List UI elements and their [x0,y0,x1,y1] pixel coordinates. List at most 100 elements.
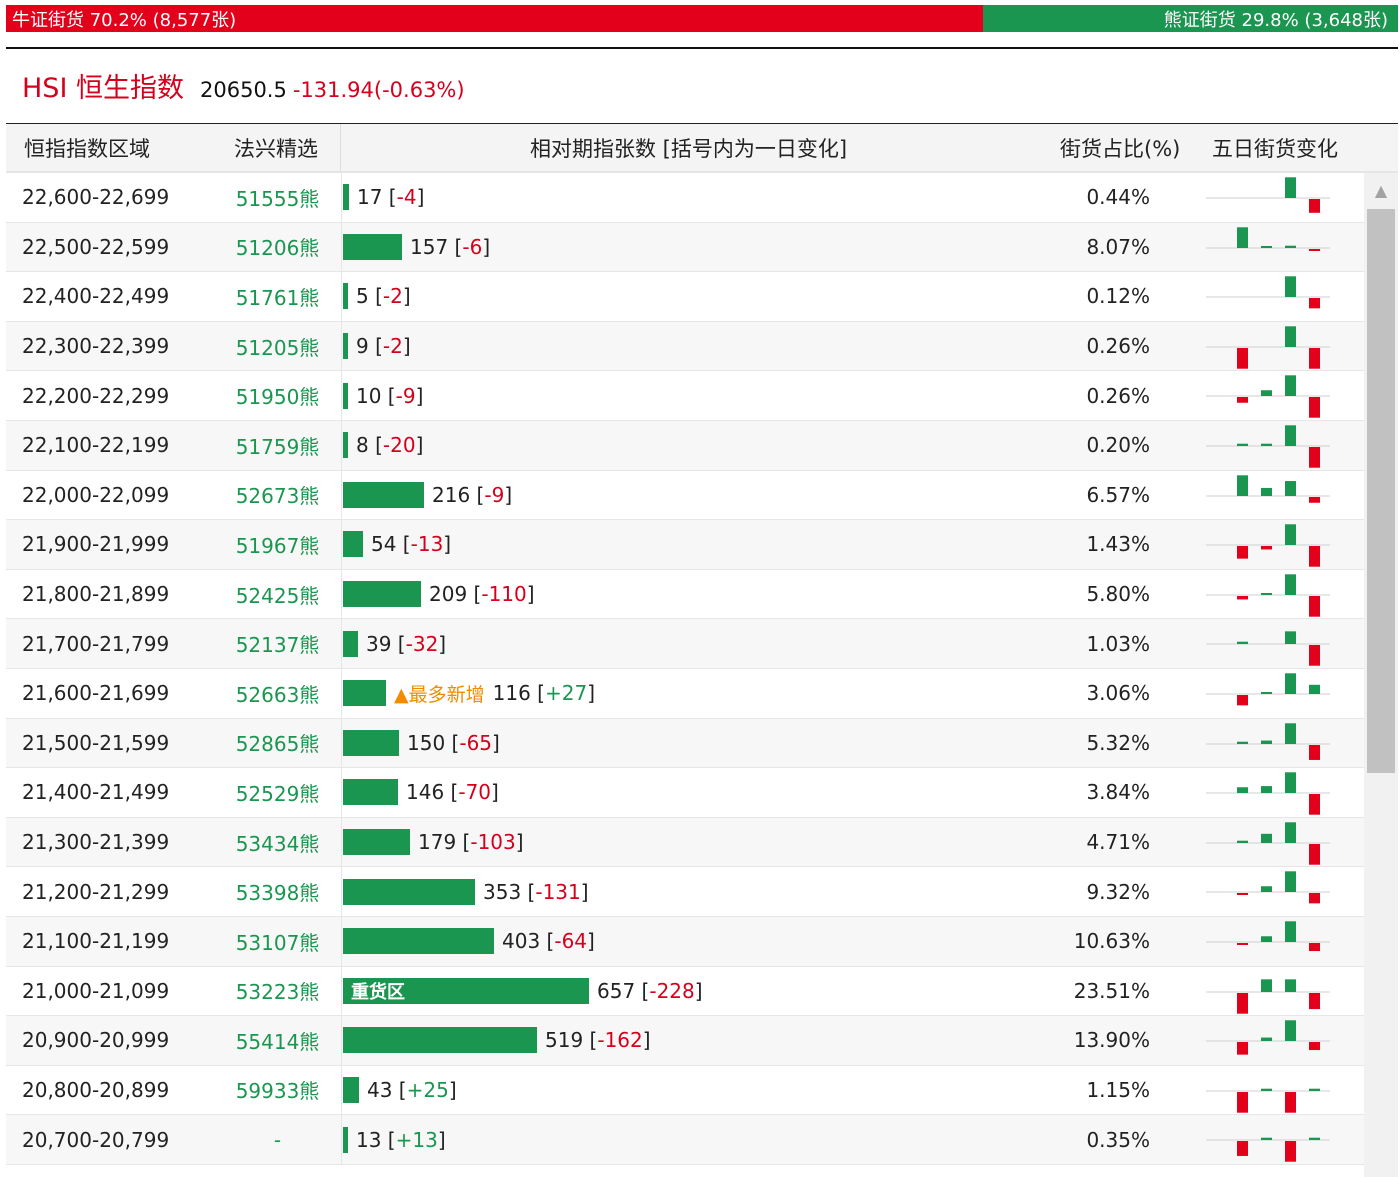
five-day-bar [1261,833,1272,843]
pick-link[interactable]: 55414熊 [214,1016,342,1065]
table-row[interactable]: 21,100-21,199 53107熊 403 [-64] 10.63% [6,916,1364,967]
table-row[interactable]: 20,900-20,999 55414熊 519 [-162] 13.90% [6,1016,1364,1066]
count-text: 8 [-20] [356,433,423,457]
pick-link[interactable]: 51555熊 [214,173,342,222]
five-day-bar [1285,177,1296,198]
table-row[interactable]: 21,700-21,799 52137熊 39 [-32] 1.03% [6,619,1364,669]
count-value: 13 [356,1127,382,1152]
pick-link[interactable]: 52865熊 [214,718,342,768]
count-value: 209 [429,582,468,607]
daily-change: -32 [405,631,439,656]
table-row[interactable]: 21,800-21,899 52425熊 209 [-110] 5.80% [6,569,1364,620]
bracket-close: ] [694,978,703,1003]
bracket-open: [ [583,1028,598,1053]
table-row[interactable]: 21,000-21,099 53223熊 重货区 657 [-228] 23.51% [6,966,1364,1017]
count-bar [343,233,402,260]
table-row[interactable]: 22,600-22,699 51555熊 17 [-4] 0.44% [6,173,1364,223]
bracket-close: ] [415,383,424,408]
bracket-open: [ [540,929,555,954]
vertical-scrollbar[interactable]: ▲ [1364,173,1398,1177]
table-row[interactable]: 21,300-21,399 53434熊 179 [-103] 4.71% [6,817,1364,868]
bracket-close: ] [438,631,447,656]
table-row[interactable]: 22,000-22,099 52673熊 216 [-9] 6.57% [6,470,1364,521]
five-day-bar [1261,740,1272,744]
column-header-five-day[interactable]: 五日街货变化 [1212,136,1338,161]
five-day-bar [1237,1141,1248,1157]
five-day-bar [1285,480,1296,496]
bracket-close: ] [642,1028,651,1053]
five-day-bar [1285,772,1296,794]
five-day-bar [1237,443,1248,446]
pick-link[interactable]: 51967熊 [214,520,342,569]
pick-link[interactable]: 53434熊 [214,817,342,867]
count-value: 353 [483,879,522,904]
table-row[interactable]: 21,600-21,699 52663熊 ▲最多新增 116 [+27] 3.06% [6,668,1364,719]
five-day-bar [1285,978,1296,992]
bracket-open: [ [445,730,460,755]
pick-link[interactable]: 51761熊 [214,272,342,321]
table-row[interactable]: 22,100-22,199 51759熊 8 [-20] 0.20% [6,420,1364,471]
pick-link[interactable]: 51206熊 [214,222,342,272]
five-day-bar [1237,694,1248,706]
table-row[interactable]: 22,400-22,499 51761熊 5 [-2] 0.12% [6,272,1364,322]
five-day-change-chart [1200,1115,1330,1164]
scrollbar-thumb[interactable] [1367,209,1395,773]
table-row[interactable]: 22,200-22,299 51950熊 10 [-9] 0.26% [6,371,1364,421]
pick-link[interactable]: 52137熊 [214,619,342,668]
table-row[interactable]: 21,200-21,299 53398熊 353 [-131] 9.32% [6,867,1364,917]
table-row[interactable]: 21,500-21,599 52865熊 150 [-65] 5.32% [6,718,1364,769]
pick-link[interactable]: 53398熊 [214,867,342,916]
count-text: 39 [-32] [366,632,446,656]
bracket-close: ] [587,929,595,954]
share-cell: 1.03% [1086,631,1150,656]
count-bar [343,432,348,459]
bracket-close: ] [437,1127,446,1152]
count-value: 179 [418,830,457,855]
range-cell: 21,100-21,199 [22,929,170,954]
column-header-relative[interactable]: 相对期指张数 [括号内为一日变化] [530,136,848,161]
pick-link[interactable]: 59933熊 [214,1065,342,1115]
bull-outstanding-segment: 牛证街货 70.2% (8,577张) [6,5,984,32]
range-cell: 22,600-22,699 [22,185,170,210]
five-day-bar [1237,546,1248,559]
five-day-bar [1309,1137,1320,1141]
pick-link[interactable]: 53223熊 [214,966,342,1016]
pick-link[interactable]: 52673熊 [214,470,342,520]
pick-link[interactable]: 53107熊 [214,916,342,966]
range-cell: 21,400-21,499 [22,780,170,805]
share-cell: 0.26% [1086,383,1150,408]
column-header-share[interactable]: 街货占比(%) [1060,136,1181,161]
column-header-range[interactable]: 恒指指数区域 [24,136,150,161]
five-day-bar [1237,992,1248,1014]
daily-change: -64 [554,929,588,954]
index-change: -131.94(-0.63%) [292,78,465,102]
pick-link[interactable]: 52663熊 [214,668,342,718]
count-bar [343,680,386,707]
table-row[interactable]: 21,900-21,999 51967熊 54 [-13] 1.43% [6,520,1364,570]
five-day-bar [1309,645,1320,667]
column-divider [340,124,341,171]
range-cell: 22,400-22,499 [22,284,170,309]
five-day-bar [1285,822,1296,843]
pick-link[interactable]: 52529熊 [214,768,342,817]
table-row[interactable]: 21,400-21,499 52529熊 146 [-70] 3.84% [6,768,1364,818]
pick-link[interactable]: 51950熊 [214,371,342,420]
five-day-change-chart [1200,272,1330,321]
table-row[interactable]: 20,700-20,799 -13 [+13] 0.35% [6,1115,1364,1165]
daily-change: -70 [458,780,492,805]
share-cell: 13.90% [1073,1028,1150,1053]
index-name: HSI 恒生指数 [22,73,184,104]
pick-link[interactable]: 51205熊 [214,321,342,371]
relative-count-cell: 9 [-2] [343,322,411,371]
column-header-pick[interactable]: 法兴精选 [234,136,318,161]
pick-link[interactable]: 51759熊 [214,420,342,470]
table-row[interactable]: 20,800-20,899 59933熊 43 [+25] 1.15% [6,1065,1364,1116]
count-value: 216 [432,482,471,507]
scroll-up-arrow-icon[interactable]: ▲ [1374,180,1388,200]
relative-count-cell: 146 [-70] [343,768,499,817]
pick-link[interactable]: 52425熊 [214,569,342,619]
table-row[interactable]: 22,300-22,399 51205熊 9 [-2] 0.26% [6,321,1364,372]
most-added-badge: ▲最多新增 [394,683,485,706]
count-value: 116 [492,681,531,706]
table-row[interactable]: 22,500-22,599 51206熊 157 [-6] 8.07% [6,222,1364,273]
